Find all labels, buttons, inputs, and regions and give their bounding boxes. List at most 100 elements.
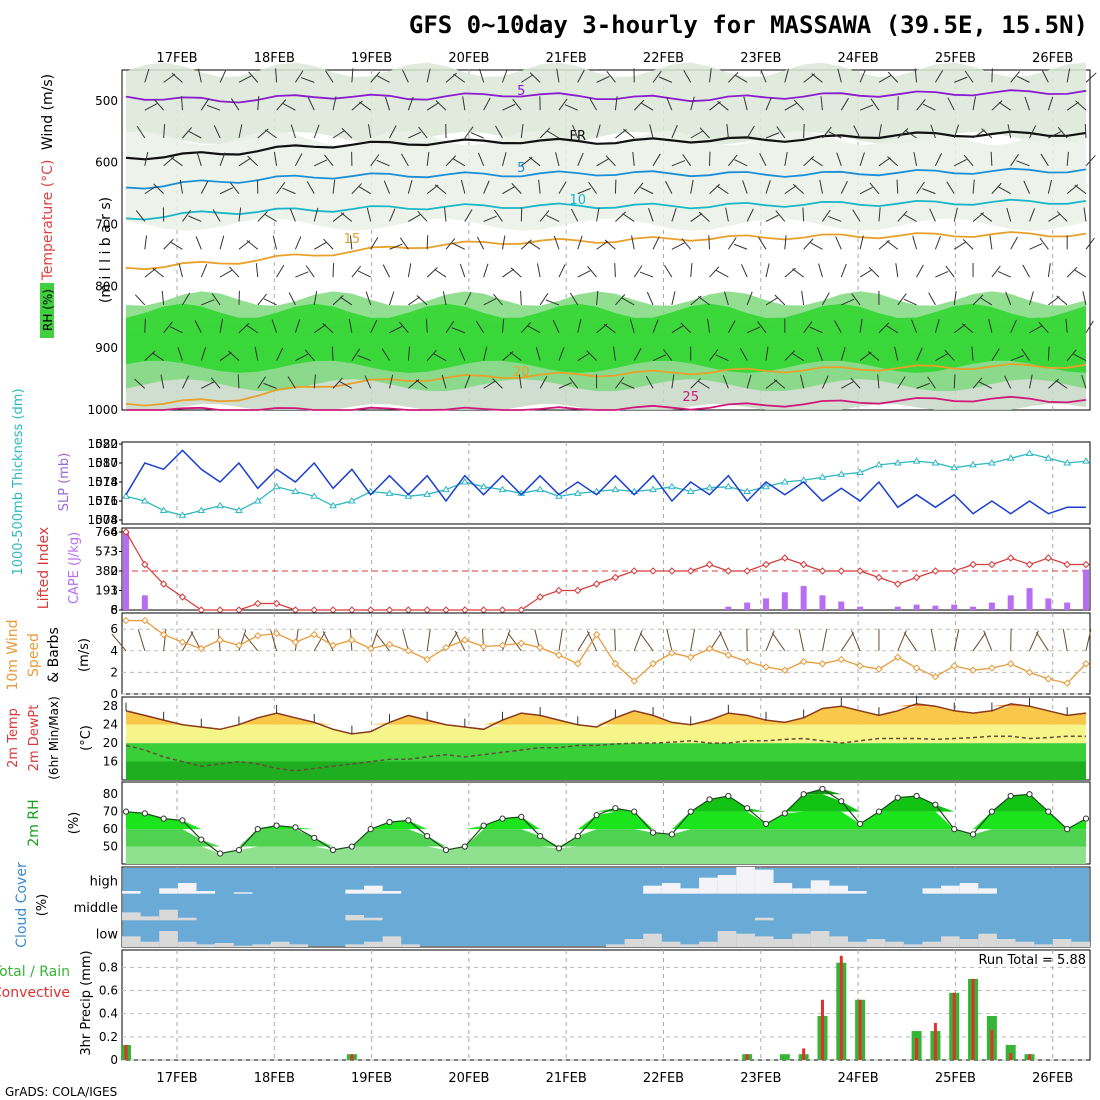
wind-barb	[555, 152, 560, 166]
li-point	[122, 528, 130, 536]
thickness-point	[1063, 459, 1072, 466]
wind-barb	[502, 268, 515, 278]
y-tick-label: -3	[106, 545, 118, 559]
wind-barb	[1006, 207, 1012, 222]
wind-barb	[300, 77, 315, 83]
cape-bar	[894, 606, 901, 610]
thickness-point	[442, 485, 450, 493]
wind-barb	[859, 269, 873, 278]
cloud-low-bar	[736, 933, 755, 947]
date-label-top: 17FEB	[156, 51, 197, 66]
thickness-point	[1006, 454, 1015, 461]
thickness-point	[724, 482, 733, 490]
cloud-low-bar	[643, 933, 662, 947]
wind-barb	[510, 267, 522, 278]
precip-convective-bar	[933, 1022, 937, 1060]
wind-barb	[271, 319, 278, 333]
wind-barb	[460, 179, 466, 194]
wind-barb	[144, 350, 156, 361]
cape-bar	[932, 605, 939, 610]
li-point	[894, 580, 902, 588]
thickness-point	[555, 492, 563, 499]
wind-speed-point	[555, 651, 563, 659]
contour-temperature	[126, 395, 1087, 411]
wind-barb	[903, 632, 918, 652]
wind-barb	[200, 264, 208, 278]
date-label-top: 19FEB	[351, 51, 392, 66]
wind-barb	[954, 76, 968, 83]
dewpoint-series-line	[125, 735, 1086, 772]
rh-point	[160, 815, 167, 822]
rh-fill-band	[126, 829, 1086, 847]
cloud-high-bar	[661, 883, 681, 894]
temp-tick-label: 24	[103, 718, 118, 732]
temp-series-line	[125, 703, 1087, 735]
wind-barb	[690, 96, 695, 111]
wind-barb	[671, 291, 676, 306]
wind-barb	[765, 346, 769, 361]
cape-bar	[1007, 595, 1014, 610]
wind-barb	[596, 158, 609, 167]
wind-barb	[851, 630, 861, 651]
wind-barb	[502, 186, 515, 195]
thickness-point	[893, 459, 902, 466]
wind-barb	[991, 182, 1002, 194]
wind-barb	[163, 73, 176, 83]
wind-barb	[911, 319, 918, 333]
rh-point	[311, 834, 318, 841]
cape-bar	[725, 606, 732, 610]
wind-barb	[219, 352, 232, 361]
li-point	[950, 567, 958, 575]
wind-barb	[953, 207, 958, 222]
wind-barb	[746, 208, 754, 222]
wind-barb	[878, 74, 892, 83]
wind-barb	[930, 629, 936, 651]
wind-barb	[154, 99, 165, 111]
wind-barb	[759, 153, 767, 167]
wind-barb	[529, 72, 541, 83]
li-point	[216, 606, 224, 614]
wind-barb	[163, 321, 173, 334]
wind-barb	[1048, 131, 1062, 139]
thickness-point	[291, 487, 300, 494]
wind-barb	[182, 375, 190, 389]
wind-speed-point	[988, 664, 996, 672]
wind-barb	[200, 98, 210, 111]
wind-barb	[776, 126, 786, 139]
wind-barb	[257, 211, 268, 222]
wind-speed-point	[329, 641, 337, 650]
wind-barb	[570, 208, 579, 222]
li-point	[1044, 554, 1053, 562]
wind-barb	[382, 264, 390, 278]
wind-speed-point	[950, 662, 958, 670]
wind-barb	[383, 180, 390, 194]
rh-point	[386, 819, 393, 826]
date-label-top: 21FEB	[546, 51, 587, 66]
wind-barb	[722, 375, 729, 389]
wind-barb	[169, 326, 183, 334]
rh-series-line	[125, 788, 1087, 855]
cape-bar	[763, 598, 769, 610]
wind-barb	[313, 124, 320, 139]
thickness-point	[272, 482, 281, 490]
wind-speed-point	[442, 643, 450, 652]
wind-barb	[1010, 236, 1018, 250]
wind-speed-point	[272, 629, 281, 638]
wind-barb	[135, 210, 146, 222]
thickness-point	[479, 482, 488, 490]
wind-barb	[358, 185, 371, 195]
wind-barb	[953, 323, 966, 334]
wind-barb	[930, 124, 936, 139]
li-point	[348, 606, 356, 614]
li-point	[705, 560, 714, 569]
wind-barb	[163, 123, 166, 139]
wind-speed-point	[216, 636, 224, 644]
wind-barb	[288, 292, 296, 306]
wind-barb	[897, 376, 906, 389]
wind-barb	[426, 151, 430, 166]
wind-barb	[850, 377, 861, 389]
wind-barb	[614, 263, 616, 278]
wind-speed-point	[141, 616, 149, 625]
wind-barb	[339, 381, 353, 389]
